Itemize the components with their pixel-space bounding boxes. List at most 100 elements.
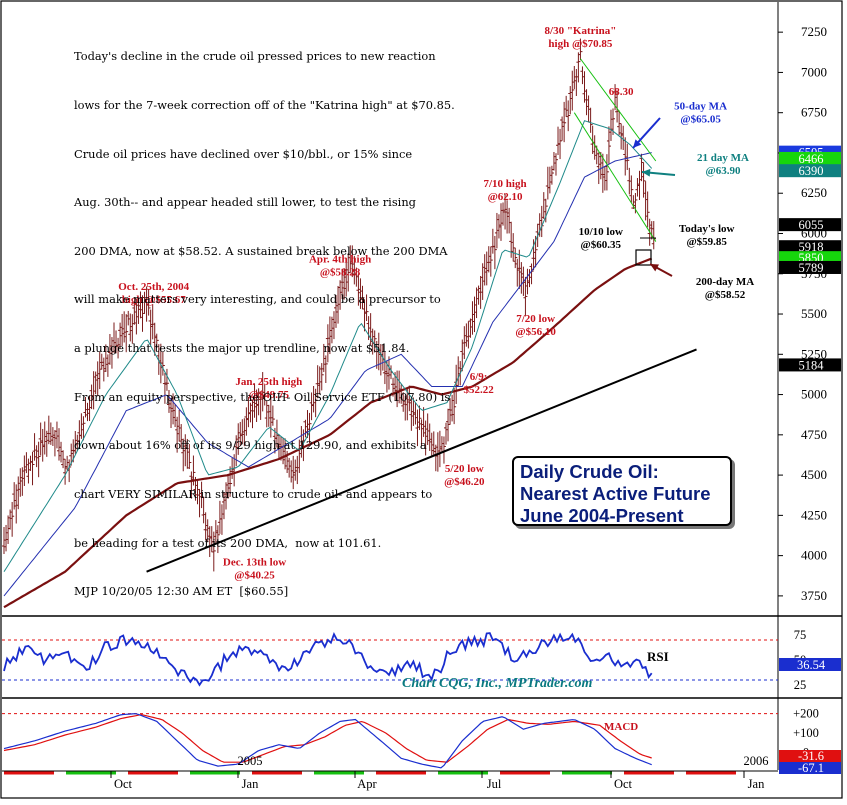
rsi-last-value: 36.54 [797,658,826,672]
price-tick-label: 5500 [801,306,827,321]
annotation-label: @$40.25 [234,569,275,581]
annotation-label: @$59.85 [686,236,727,248]
price-tick-label: 6750 [801,105,827,120]
price-tick-label: 5250 [801,346,827,361]
price-tag: 5789 [779,260,841,275]
commentary-text: Today's decline in the crude oil pressed… [74,16,474,632]
chart-title-line: June 2004-Present [520,505,684,526]
time-tick-label: Jul [487,777,502,791]
channel-line [580,58,657,162]
annotation-label: 8/30 "Katrina" [545,25,617,37]
price-tag-bg [779,251,841,265]
price-tick-label: 4000 [801,548,827,563]
macd-label: MACD [604,721,638,733]
annotation-label: 5/20 low [445,463,484,475]
commentary-line: down about 16% off of its 9/29 high at 1… [74,438,427,453]
price-tag: 6466 [779,151,841,166]
commentary-line: be heading for a test of its 200 DMA, no… [74,535,382,550]
annotation-label: Dec. 13th low [223,556,286,568]
annotation-label: @$58.28 [320,266,361,278]
commentary-line: From an equity perspective, the OIH- Oil… [74,389,451,404]
commentary-line: Aug. 30th-- and appear headed still lowe… [74,195,416,210]
time-tick-label: Apr [357,777,377,791]
chart-title-line: Nearest Active Future [520,483,711,504]
rsi-label: RSI [647,649,669,664]
ma50-arrow-head [633,139,642,148]
ma21-arrow-head [642,168,651,177]
time-tick-label: Oct [114,777,133,791]
price-tag-label: 6466 [799,152,824,166]
chart-title-box: Daily Crude Oil: Nearest Active Future J… [512,456,732,526]
rsi-tick-label: 25 [794,678,807,692]
price-tag-label: 5789 [799,261,824,275]
chart-credit: Chart CQG, Inc., MPTrader.com [402,676,593,691]
annotation-label: @$46.20 [444,476,485,488]
commentary-line: chart VERY SIMILAR in structure to crude… [74,486,433,501]
rsi-line [3,631,653,687]
annotation-label: Oct. 25th, 2004 [118,281,189,293]
price-tick-label: 5000 [801,387,827,402]
annotation-label: 50-day MA [674,100,727,112]
price-tick-label: 4500 [801,467,827,482]
annotation-label: @$58.52 [705,289,746,301]
commentary-line: Today's decline in the crude oil pressed… [74,49,436,64]
annotation-label: 6/9: [470,371,488,383]
price-tick-label: 7250 [801,24,827,39]
macd-last-value: -31.6 [798,749,824,763]
annotation-label: @62.10 [488,191,523,203]
rsi-tick-label: 75 [794,628,807,642]
annotation-label: $52.22 [463,384,494,396]
annotation-label: 21 day MA [697,152,749,164]
price-tag-bg [779,151,841,165]
annotation-label: 7/20 low [516,313,555,325]
macd-line [3,713,652,769]
time-tick-label: Jan [748,777,765,791]
commentary-line: Crude oil prices have declined over $10/… [74,146,413,161]
macd-last-tag-bg [779,762,841,774]
price-tag-label: 6390 [799,164,824,178]
annotation-label: @$65.05 [680,113,721,125]
annotation-label: Apr. 4th high [309,253,371,265]
annotation-label: high @$70.85 [548,38,613,50]
uptrend-line [146,348,697,573]
price-tag-label: 5918 [799,240,824,254]
rsi-last-tag: 36.54 [779,658,841,672]
annotation-label: 7/10 high [484,178,527,190]
chart-title-line: Daily Crude Oil: [520,461,659,482]
price-tick-label: 7000 [801,64,827,79]
price-tag-bg [779,358,841,372]
time-tick-label: Jan [242,777,259,791]
annotation-label: @$56.10 [515,326,556,338]
annotation-label: @$49.75 [249,389,290,401]
commentary-line: MJP 10/20/05 12:30 AM ET [$60.55] [74,584,289,599]
rsi-last-tag-bg [779,658,841,671]
annotation-label: @$60.35 [581,239,622,251]
time-tick-label: 2005 [238,754,263,768]
price-tag-label: 6055 [799,218,824,232]
macd-last-tag: -31.6 [779,749,841,763]
annotation-label: 200-day MA [696,276,754,288]
annotation-label: Jan. 25th high [235,376,302,388]
price-tag-label: 5184 [799,358,825,372]
price-tag: 5918 [779,240,841,254]
annotation-label: @63.90 [706,165,741,177]
annotation-label: high @$55.67 [122,294,187,306]
price-tick-label: 4750 [801,427,827,442]
macd-last-tag: -67.1 [779,761,841,775]
annotation-label: 10/10 low [579,226,623,238]
price-tag-bg [779,240,841,254]
commentary-line: will make matters very interesting, and … [74,292,441,307]
ma200-line [3,257,653,609]
macd-tick-label: +100 [793,726,819,740]
price-tag: 6055 [779,218,841,232]
commentary-line: 200 DMA, now at $58.52. A sustained brea… [74,243,448,258]
price-tick-label: 6250 [801,185,827,200]
price-bars [2,38,656,572]
commentary-line: lows for the 7-week correction off of th… [74,98,455,113]
price-tag: 5184 [779,358,841,372]
commentary-line: a plunge that tests the major up trendli… [74,341,410,356]
test-zone-box [635,249,652,266]
price-tick-label: 3750 [801,588,827,603]
